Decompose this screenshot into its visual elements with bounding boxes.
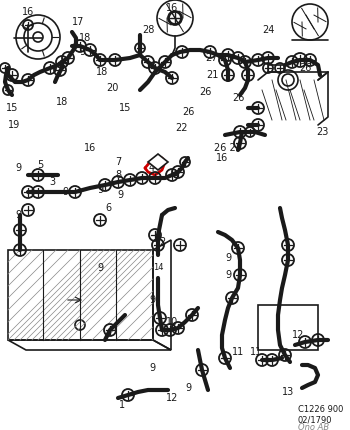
Text: Ono AB: Ono AB	[298, 424, 329, 430]
Polygon shape	[148, 154, 168, 170]
Text: 16: 16	[166, 3, 178, 13]
Text: 9: 9	[97, 185, 103, 195]
Text: 24: 24	[262, 25, 274, 35]
Text: 18: 18	[79, 33, 91, 43]
Text: 11: 11	[250, 347, 262, 357]
Text: 8: 8	[115, 170, 121, 180]
Text: 9: 9	[149, 363, 155, 373]
Text: 18: 18	[96, 67, 108, 77]
Text: 14: 14	[153, 264, 163, 273]
Text: 19: 19	[8, 120, 20, 130]
Text: 21: 21	[206, 70, 218, 80]
Text: 9: 9	[117, 190, 123, 200]
Text: 27: 27	[206, 53, 218, 63]
Text: 13: 13	[282, 387, 294, 397]
Text: 10: 10	[166, 317, 178, 327]
Text: 15: 15	[6, 103, 18, 113]
Text: 9: 9	[225, 270, 231, 280]
Text: 23: 23	[316, 127, 328, 137]
Text: 26: 26	[182, 107, 194, 117]
Text: 26: 26	[232, 93, 244, 103]
Text: 7: 7	[115, 157, 121, 167]
Text: 9: 9	[15, 210, 21, 220]
Text: 9: 9	[149, 295, 155, 305]
Text: 18: 18	[56, 97, 68, 107]
Text: 12: 12	[292, 330, 304, 340]
Text: 02/1790: 02/1790	[298, 415, 332, 424]
Text: 17: 17	[72, 17, 84, 27]
Text: 15: 15	[119, 103, 131, 113]
Text: 26: 26	[299, 63, 311, 73]
Text: 26 25: 26 25	[214, 143, 242, 153]
Text: 3: 3	[49, 177, 55, 187]
Text: 9: 9	[225, 253, 231, 263]
Text: 12: 12	[166, 393, 178, 403]
Bar	[268, 65, 284, 72]
Text: 16: 16	[84, 143, 96, 153]
Text: 5: 5	[37, 160, 43, 170]
Text: 9: 9	[97, 263, 103, 273]
Text: 11: 11	[232, 347, 244, 357]
Text: 4: 4	[149, 163, 155, 173]
Text: C1226 900: C1226 900	[298, 405, 343, 415]
Text: 9: 9	[62, 187, 68, 197]
Text: 26: 26	[199, 87, 211, 97]
Text: 2: 2	[159, 237, 165, 247]
Text: 9: 9	[15, 163, 21, 173]
Text: 16: 16	[22, 7, 34, 17]
Text: 16: 16	[216, 153, 228, 163]
Text: 20: 20	[106, 83, 118, 93]
Text: 1: 1	[119, 400, 125, 410]
Text: 9: 9	[79, 47, 85, 57]
Text: 6: 6	[105, 203, 111, 213]
Text: 22: 22	[176, 123, 188, 133]
Text: 9: 9	[185, 383, 191, 393]
Text: 28: 28	[142, 25, 154, 35]
Bar	[8, 250, 153, 340]
